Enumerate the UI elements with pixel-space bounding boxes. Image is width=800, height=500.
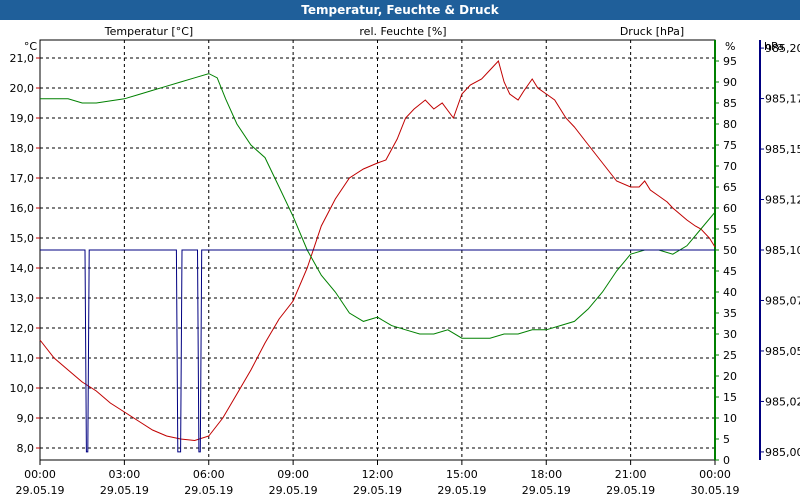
x-tick-label-time: 12:00 <box>362 468 394 481</box>
x-tick-label-date: 29.05.19 <box>16 484 65 497</box>
series-group <box>39 60 716 453</box>
left-tick-label: 17,0 <box>10 172 35 185</box>
left-tick-label: 11,0 <box>10 352 35 365</box>
mid-tick-label: 80 <box>723 118 737 131</box>
x-tick-label-time: 15:00 <box>446 468 478 481</box>
right-tick-label: 985,07 <box>765 294 800 307</box>
mid-tick-label: 90 <box>723 76 737 89</box>
left-tick-label: 12,0 <box>10 322 35 335</box>
x-tick-label-date: 29.05.19 <box>184 484 233 497</box>
mid-tick-label: 20 <box>723 370 737 383</box>
x-tick-label-date: 29.05.19 <box>353 484 402 497</box>
left-tick-label: 13,0 <box>10 292 35 305</box>
series-line <box>39 60 716 442</box>
mid-tick-label: 35 <box>723 307 737 320</box>
left-tick-label: 16,0 <box>10 202 35 215</box>
mid-tick-label: 70 <box>723 160 737 173</box>
mid-axis-unit: % <box>725 40 735 53</box>
mid-tick-label: 75 <box>723 139 737 152</box>
left-tick-label: 18,0 <box>10 142 35 155</box>
right-tick-label: 985,05 <box>765 345 800 358</box>
x-tick-label-time: 00:00 <box>24 468 56 481</box>
mid-tick-label: 65 <box>723 181 737 194</box>
right-tick-label: 985,15 <box>765 143 800 156</box>
x-tick-label-time: 21:00 <box>615 468 647 481</box>
mid-tick-label: 50 <box>723 244 737 257</box>
left-tick-label: 8,0 <box>17 442 35 455</box>
mid-tick-label: 10 <box>723 412 737 425</box>
right-tick-label: 985,20 <box>765 42 800 55</box>
right-tick-label: 985,17 <box>765 93 800 106</box>
left-tick-label: 21,0 <box>10 52 35 65</box>
right-tick-label: 985,02 <box>765 395 800 408</box>
x-tick-label-time: 03:00 <box>109 468 141 481</box>
right-tick-label: 985,10 <box>765 244 800 257</box>
x-tick-label-date: 29.05.19 <box>606 484 655 497</box>
left-tick-label: 9,0 <box>17 412 35 425</box>
left-tick-label: 19,0 <box>10 112 35 125</box>
labels: 00:00 29.05.19 03:00 29.05.19 06:00 29.05.19 0… <box>10 25 800 497</box>
left-tick-label: 15,0 <box>10 232 35 245</box>
legend-entry: Druck [hPa] <box>620 25 684 38</box>
mid-tick-label: 95 <box>723 55 737 68</box>
mid-tick-label: 40 <box>723 286 737 299</box>
mid-tick-label: 85 <box>723 97 737 110</box>
x-tick-label-date: 29.05.19 <box>522 484 571 497</box>
x-tick-label-time: 18:00 <box>530 468 562 481</box>
left-tick-label: 10,0 <box>10 382 35 395</box>
series-line <box>40 73 716 339</box>
right-axis-unit: hPa <box>764 40 784 53</box>
x-tick-label-date: 30.05.19 <box>691 484 740 497</box>
mid-tick-label: 25 <box>723 349 737 362</box>
mid-tick-label: 0 <box>723 454 730 467</box>
mid-tick-label: 30 <box>723 328 737 341</box>
x-tick-label-date: 29.05.19 <box>269 484 318 497</box>
x-tick-label-date: 29.05.19 <box>437 484 486 497</box>
right-tick-label: 985,12 <box>765 194 800 207</box>
mid-tick-label: 15 <box>723 391 737 404</box>
mid-tick-label: 5 <box>723 433 730 446</box>
x-tick-label-time: 00:00 <box>699 468 731 481</box>
mid-tick-label: 60 <box>723 202 737 215</box>
x-tick-label-time: 09:00 <box>277 468 309 481</box>
mid-tick-label: 45 <box>723 265 737 278</box>
left-axis-unit: °C <box>24 40 38 53</box>
legend-entry: Temperatur [°C] <box>104 25 193 38</box>
series-line <box>40 249 715 453</box>
left-tick-label: 14,0 <box>10 262 35 275</box>
legend-entry: rel. Feuchte [%] <box>359 25 446 38</box>
left-tick-label: 20,0 <box>10 82 35 95</box>
mid-tick-label: 55 <box>723 223 737 236</box>
right-tick-label: 985,00 <box>765 446 800 459</box>
x-tick-label-time: 06:00 <box>193 468 225 481</box>
x-tick-label-date: 29.05.19 <box>100 484 149 497</box>
chart-title: Temperatur, Feuchte & Druck <box>0 0 800 20</box>
